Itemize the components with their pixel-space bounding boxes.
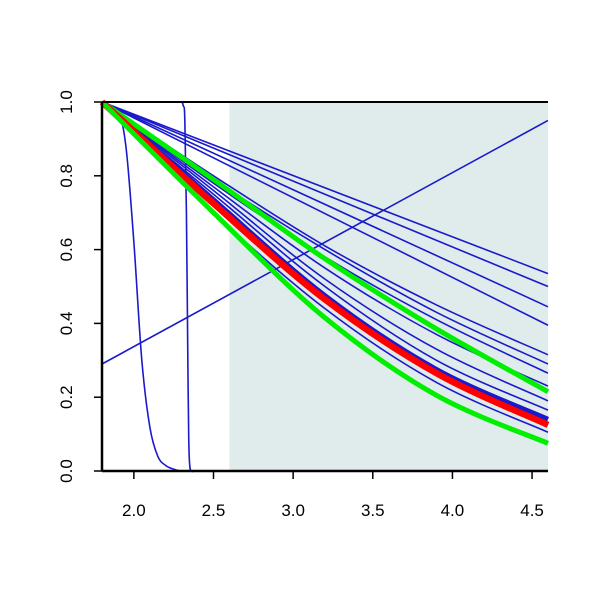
series-line-12-blue bbox=[101, 101, 549, 402]
series-line-7-blue bbox=[101, 101, 549, 326]
y-tick-label: 1.0 bbox=[57, 90, 76, 114]
x-tick-label: 3.0 bbox=[281, 501, 305, 520]
series-layer bbox=[99, 99, 550, 473]
series-line-1-blue bbox=[101, 119, 549, 365]
series-line-13-blue bbox=[101, 101, 549, 411]
series-line-18-green bbox=[100, 99, 550, 394]
series-line-20-green bbox=[100, 100, 549, 446]
y-tick-label: 0.6 bbox=[57, 238, 76, 262]
x-tick-label: 3.5 bbox=[361, 501, 385, 520]
y-tick-label: 0.8 bbox=[57, 164, 76, 188]
axis-frame bbox=[100, 101, 548, 473]
x-axis: 2.0 2.5 3.0 3.5 4.0 4.5 bbox=[122, 471, 544, 520]
series-line-6-blue bbox=[101, 101, 549, 308]
y-tick-label: 0.0 bbox=[57, 459, 76, 483]
y-tick-label: 0.2 bbox=[57, 385, 76, 409]
series-line-19-red bbox=[99, 99, 550, 428]
y-axis: 0.0 0.2 0.4 0.6 0.8 1.0 bbox=[57, 90, 102, 483]
y-tick-label: 0.4 bbox=[57, 312, 76, 336]
x-tick-label: 2.0 bbox=[122, 501, 146, 520]
x-tick-label: 4.0 bbox=[441, 501, 465, 520]
x-tick-label: 2.5 bbox=[202, 501, 226, 520]
series-line-5-blue bbox=[101, 101, 549, 288]
series-line-4-blue bbox=[101, 101, 549, 275]
x-tick-label: 4.5 bbox=[520, 501, 544, 520]
